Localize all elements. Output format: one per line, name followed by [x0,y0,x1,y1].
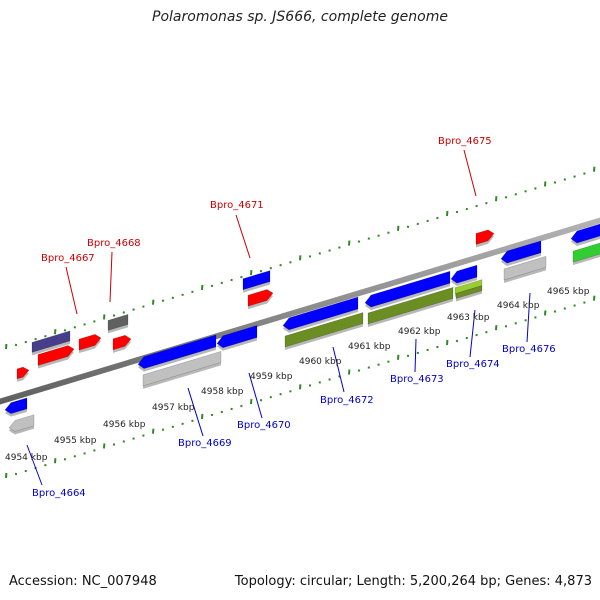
gene-bpro-4674-a[interactable] [450,264,478,288]
gene-bpro-4671-a[interactable] [247,288,274,310]
gene-bpro-4669-a[interactable] [137,334,217,374]
gene-bpro-4676-b[interactable] [503,255,547,283]
gene-bpro-4668-a[interactable] [78,333,102,354]
label-connector [526,292,531,343]
label-connector [235,214,251,259]
gene-label-bpro-4664[interactable]: Bpro_4664 [32,488,86,499]
kbp-label-4961: 4961 kbp [348,342,391,352]
kbp-label-4964: 4964 kbp [497,301,540,311]
gene-label-bpro-4670[interactable]: Bpro_4670 [237,420,291,431]
kbp-label-4957: 4957 kbp [152,403,195,413]
gene-label-bpro-4669[interactable]: Bpro_4669 [178,438,232,449]
label-connector [414,338,417,373]
gene-label-bpro-4673[interactable]: Bpro_4673 [390,374,444,385]
label-connector [469,309,476,358]
gene-blue-left[interactable] [4,397,28,419]
gene-navy-1[interactable] [31,330,71,356]
label-connector [248,372,263,419]
kbp-label-4962: 4962 kbp [398,327,441,337]
kbp-label-4960: 4960 kbp [299,357,342,367]
gene-bpro-4672-b[interactable] [284,312,364,351]
gene-bpro-4676-a[interactable] [500,240,542,268]
label-connector [65,266,78,315]
gene-blue-right[interactable] [570,220,600,248]
gene-bpro-4664[interactable] [8,414,35,437]
gene-label-bpro-4675[interactable]: Bpro_4675 [438,136,492,147]
gene-bpro-4669-b[interactable] [142,350,222,389]
accession-text: Accession: NC_007948 [9,574,157,589]
gene-bpro-4671-b[interactable] [242,270,271,293]
gene-bpro-4667-b[interactable] [37,344,75,369]
gene-bpro-4667-a[interactable] [16,365,30,382]
label-connector [187,387,204,437]
gene-label-bpro-4668[interactable]: Bpro_4668 [87,238,141,249]
gene-bpro-4673-b[interactable] [367,286,454,328]
kbp-label-4956: 4956 kbp [103,420,146,430]
inner-tick-row [5,295,596,479]
map-title: Polaromonas sp. JS666, complete genome [152,9,448,25]
gene-bpro-4675[interactable] [475,228,495,248]
gene-label-bpro-4676[interactable]: Bpro_4676 [502,344,556,355]
gene-label-bpro-4672[interactable]: Bpro_4672 [320,395,374,406]
kbp-label-4959: 4959 kbp [250,372,293,382]
kbp-label-4958: 4958 kbp [201,387,244,397]
gene-label-bpro-4667[interactable]: Bpro_4667 [41,253,95,264]
genome-summary-text: Topology: circular; Length: 5,200,264 bp… [234,574,592,589]
label-connector [109,251,113,303]
kbp-label-4955: 4955 kbp [54,436,97,446]
gene-bpro-4672-a[interactable] [282,296,359,335]
gene-bpro-4668-b[interactable] [112,333,132,353]
kbp-label-4963: 4963 kbp [447,313,490,323]
kbp-label-4965: 4965 kbp [547,287,590,297]
gene-bpro-4674-c[interactable] [455,285,483,302]
gene-bpro-4668-c[interactable] [107,314,129,334]
gene-label-bpro-4671[interactable]: Bpro_4671 [210,200,264,211]
gene-bpro-4670-a[interactable] [216,325,258,352]
label-connector [332,346,345,393]
kbp-label-4954: 4954 kbp [5,453,48,463]
label-connector [26,444,43,486]
gene-label-bpro-4674[interactable]: Bpro_4674 [446,359,500,370]
gene-bpro-4673-a[interactable] [364,270,451,312]
label-connector [463,149,477,197]
outer-tick-row [5,166,596,350]
